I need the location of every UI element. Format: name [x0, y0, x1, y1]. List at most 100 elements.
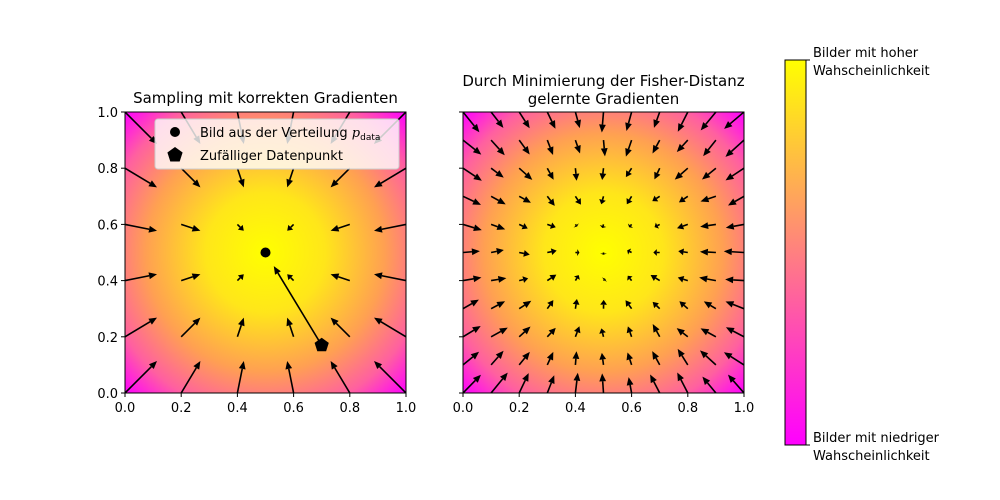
y-tick-label: 0.8	[97, 162, 118, 177]
learned-gradient-arrow	[518, 300, 532, 310]
gradient-arrow	[286, 167, 295, 188]
learned-gradient-arrow	[599, 373, 607, 393]
legend: Bild aus der Verteilung pdata Zufälliger…	[154, 118, 400, 170]
gradient-arrow	[374, 272, 406, 282]
learned-gradient-arrow	[699, 350, 717, 366]
learned-gradient-arrow	[652, 139, 661, 154]
learned-gradient-arrow	[490, 139, 505, 156]
learned-gradient-arrow	[601, 277, 607, 283]
legend-entry-data-point-label: Bild aus der Verteilung	[200, 126, 352, 141]
colorbar-top-label-line-2: Wahscheinlichkeit	[813, 64, 930, 79]
learned-gradient-arrow	[703, 139, 717, 157]
learned-gradient-arrow	[574, 139, 581, 154]
learned-gradient-arrow	[547, 222, 556, 229]
learned-gradient-arrow	[518, 326, 531, 338]
gradient-arrow	[236, 223, 244, 231]
learned-gradient-arrow	[463, 325, 481, 338]
learned-gradient-arrow	[626, 352, 633, 366]
x-tick-label: 0.0	[115, 401, 136, 416]
gradient-arrow	[236, 317, 245, 338]
learned-gradient-arrow	[463, 195, 481, 205]
gradient-arrow	[125, 272, 157, 282]
learned-gradient-arrow	[679, 301, 689, 310]
colorbar-bottom-label-line-2: Wahscheinlichkeit	[813, 449, 930, 464]
learned-gradient-arrow	[700, 222, 717, 229]
learned-gradient-arrow	[600, 252, 607, 255]
learned-gradient-arrow	[723, 248, 744, 256]
learned-gradient-arrow	[703, 301, 717, 310]
right-panel: Durch Minimierung der Fisher-Distanz gel…	[453, 72, 755, 416]
y-tick-label: 0.2	[97, 331, 118, 346]
learned-gradient-arrow	[702, 376, 717, 393]
random-point-marker	[314, 337, 329, 352]
learned-gradient-arrow	[674, 167, 689, 180]
learned-gradient-arrow	[519, 250, 530, 257]
learned-gradient-arrow	[627, 248, 632, 255]
learned-gradient-arrow	[519, 276, 529, 283]
learned-gradient-arrow	[463, 223, 482, 232]
y-tick-label: 1.0	[97, 106, 118, 121]
learned-gradient-arrow	[725, 167, 744, 181]
learned-gradient-arrow	[725, 327, 744, 338]
colorbar-bottom-label-line-1: Bilder mit niedriger	[813, 431, 940, 446]
learned-gradient-arrow	[627, 223, 634, 228]
x-tick-label: 0.6	[283, 401, 304, 416]
learned-gradient-arrow	[599, 112, 606, 133]
learned-gradient-arrow	[574, 195, 581, 205]
learned-gradient-arrow	[490, 223, 506, 230]
learned-gradient-arrow	[546, 375, 555, 393]
gradient-arrow	[330, 273, 351, 282]
learned-gradient-arrow	[723, 352, 744, 366]
learned-gradient-arrow	[678, 195, 689, 203]
legend-math-subscript: data	[360, 133, 380, 143]
learned-gradient-arrow	[546, 167, 554, 180]
learned-gradient-arrow	[490, 167, 504, 178]
learned-gradient-arrow	[546, 300, 554, 310]
learned-gradient-arrow	[490, 350, 504, 366]
learned-gradient-arrow	[652, 301, 661, 310]
learned-gradient-arrow	[490, 327, 508, 338]
learned-gradient-arrow	[463, 374, 481, 393]
learned-gradient-arrow	[627, 275, 633, 282]
learned-gradient-arrow	[463, 139, 482, 155]
learned-gradient-arrow	[677, 372, 689, 393]
learned-gradient-arrow	[546, 351, 554, 366]
learned-gradient-arrow	[463, 275, 482, 283]
gradient-arrow	[330, 167, 351, 188]
learned-gradient-arrow	[699, 248, 716, 256]
gradient-arrow	[374, 317, 406, 338]
gradient-arrow	[125, 167, 157, 188]
learned-gradient-arrow	[626, 326, 634, 338]
learned-gradient-arrow	[574, 326, 581, 338]
learned-gradient-arrow	[518, 373, 529, 393]
legend-pentagon-marker	[167, 147, 183, 162]
colorbar: Bilder mit hoher Wahscheinlichkeit Bilde…	[784, 46, 940, 464]
x-tick-label: 0.4	[227, 401, 248, 416]
learned-gradient-arrow	[677, 275, 689, 283]
y-tick-label: 0.6	[97, 218, 118, 233]
learned-gradient-arrow	[625, 167, 633, 178]
right-title-line-2: gelernte Gradienten	[528, 90, 679, 108]
left-markers	[260, 247, 329, 352]
x-tick-label: 0.0	[453, 401, 474, 416]
learned-gradient-arrow	[490, 195, 506, 205]
x-tick-label: 0.4	[565, 401, 586, 416]
learned-gradient-arrow	[652, 195, 661, 202]
learned-gradient-arrow	[725, 139, 744, 157]
learned-gradient-arrow	[652, 351, 661, 366]
colorbar-top-label-line-1: Bilder mit hoher	[813, 46, 919, 61]
learned-gradient-arrow	[546, 112, 556, 129]
learned-gradient-arrow	[518, 223, 528, 230]
learned-gradient-arrow	[546, 274, 557, 282]
learned-gradient-arrow	[626, 377, 634, 393]
gradient-arrow	[286, 317, 295, 338]
gradient-arrow	[180, 223, 201, 232]
learned-gradient-arrow	[546, 195, 555, 206]
learned-gradient-arrow	[725, 301, 744, 310]
left-y-ticks: 0.0 0.2 0.4 0.6 0.8 1.0	[97, 106, 125, 402]
gradient-arrow	[330, 317, 351, 338]
legend-entry-random-point: Zufälliger Datenpunkt	[200, 149, 343, 164]
learned-gradient-arrow	[546, 139, 554, 156]
legend-entry-data-point: Bild aus der Verteilung pdata	[200, 126, 380, 143]
